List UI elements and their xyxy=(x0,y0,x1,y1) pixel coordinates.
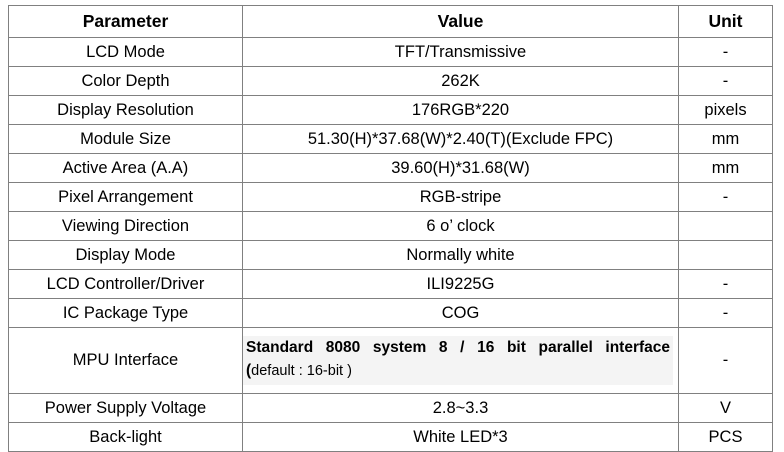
cell-value: 262K xyxy=(242,66,679,96)
table-row: IC Package Type COG - xyxy=(8,298,773,328)
table-body: LCD Mode TFT/Transmissive - Color Depth … xyxy=(8,37,773,452)
cell-parameter: Display Resolution xyxy=(8,95,243,125)
cell-parameter: LCD Mode xyxy=(8,37,243,67)
cell-unit: - xyxy=(678,182,773,212)
table-row: Color Depth 262K - xyxy=(8,66,773,96)
cell-value: 176RGB*220 xyxy=(242,95,679,125)
cell-value: 6 o’ clock xyxy=(242,211,679,241)
table-row: Pixel Arrangement RGB-stripe - xyxy=(8,182,773,212)
cell-value: TFT/Transmissive xyxy=(242,37,679,67)
cell-value: White LED*3 xyxy=(242,422,679,452)
cell-unit: - xyxy=(678,327,773,394)
cell-parameter: Active Area (A.A) xyxy=(8,153,243,183)
cell-unit: - xyxy=(678,66,773,96)
cell-unit: PCS xyxy=(678,422,773,452)
mpu-line2-text: default : 16-bit ) xyxy=(251,362,352,379)
cell-value: RGB-stripe xyxy=(242,182,679,212)
table-row: LCD Mode TFT/Transmissive - xyxy=(8,37,773,67)
mpu-value-line1: Standard 8080 system 8 / 16 bit parallel… xyxy=(246,339,670,357)
cell-parameter: Display Mode xyxy=(8,240,243,270)
cell-unit: mm xyxy=(678,153,773,183)
table-row: Back-light White LED*3 PCS xyxy=(8,422,773,452)
header-value: Value xyxy=(242,5,679,38)
mpu-line2-paren: ( xyxy=(246,361,252,379)
cell-parameter: Power Supply Voltage xyxy=(8,393,243,423)
cell-value: Normally white xyxy=(242,240,679,270)
table-row: Display Resolution 176RGB*220 pixels xyxy=(8,95,773,125)
cell-unit: - xyxy=(678,269,773,299)
cell-parameter: Pixel Arrangement xyxy=(8,182,243,212)
cell-value: 39.60(H)*31.68(W) xyxy=(242,153,679,183)
table-header: Parameter Value Unit xyxy=(8,5,773,38)
table-row: Viewing Direction 6 o’ clock xyxy=(8,211,773,241)
cell-value: ILI9225G xyxy=(242,269,679,299)
table-row: Active Area (A.A) 39.60(H)*31.68(W) mm xyxy=(8,153,773,183)
cell-parameter: IC Package Type xyxy=(8,298,243,328)
cell-unit: mm xyxy=(678,124,773,154)
cell-value: COG xyxy=(242,298,679,328)
cell-unit: - xyxy=(678,298,773,328)
mpu-highlight-box: Standard 8080 system 8 / 16 bit parallel… xyxy=(243,336,673,385)
cell-parameter: Back-light xyxy=(8,422,243,452)
header-unit: Unit xyxy=(678,5,773,38)
header-row: Parameter Value Unit xyxy=(8,5,773,38)
lcd-specification-table: Parameter Value Unit LCD Mode TFT/Transm… xyxy=(8,5,773,452)
cell-parameter: Viewing Direction xyxy=(8,211,243,241)
mpu-value-line2: (default : 16-bit ) xyxy=(245,360,671,382)
table-row: Display Mode Normally white xyxy=(8,240,773,270)
header-parameter: Parameter xyxy=(8,5,243,38)
cell-parameter: Module Size xyxy=(8,124,243,154)
table-row: LCD Controller/Driver ILI9225G - xyxy=(8,269,773,299)
table-row: Power Supply Voltage 2.8~3.3 V xyxy=(8,393,773,423)
cell-value: 2.8~3.3 xyxy=(242,393,679,423)
cell-value: 51.30(H)*37.68(W)*2.40(T)(Exclude FPC) xyxy=(242,124,679,154)
cell-unit xyxy=(678,211,773,241)
cell-parameter: MPU Interface xyxy=(8,327,243,394)
cell-value-mpu: Standard 8080 system 8 / 16 bit parallel… xyxy=(242,327,679,394)
cell-unit: V xyxy=(678,393,773,423)
cell-parameter: LCD Controller/Driver xyxy=(8,269,243,299)
cell-parameter: Color Depth xyxy=(8,66,243,96)
cell-unit: pixels xyxy=(678,95,773,125)
table-row-mpu-interface: MPU Interface Standard 8080 system 8 / 1… xyxy=(8,327,773,394)
cell-unit xyxy=(678,240,773,270)
spec-table-container: Parameter Value Unit LCD Mode TFT/Transm… xyxy=(8,5,773,452)
table-row: Module Size 51.30(H)*37.68(W)*2.40(T)(Ex… xyxy=(8,124,773,154)
cell-unit: - xyxy=(678,37,773,67)
